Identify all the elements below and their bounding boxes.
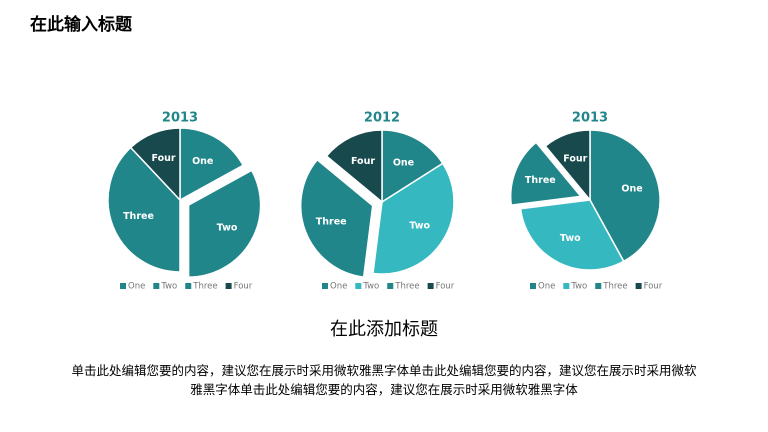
slice-label: Three (316, 217, 347, 228)
legend-swatch (595, 283, 602, 289)
legend-label: Four (234, 282, 253, 292)
slice-label: Two (560, 233, 581, 244)
slice-label: Four (351, 156, 375, 167)
slice-label: One (192, 156, 213, 167)
legend-swatch (322, 283, 328, 289)
pie-slice (107, 146, 181, 273)
slice-label: Four (152, 153, 176, 164)
legend-label: Two (362, 282, 379, 292)
pie-slice (381, 129, 444, 204)
pie-slice (179, 127, 245, 202)
legend-label: Three (394, 282, 419, 292)
pie-slice (589, 129, 661, 263)
body-text: 单击此处编辑您要的内容，建议您在展示时采用微软雅黑字体单击此处编辑您要的内容，建… (71, 363, 697, 397)
slide-title: 在此输入标题 (30, 15, 132, 35)
legend-swatch (387, 283, 394, 289)
legend-swatch (185, 283, 192, 289)
legend-label: Two (160, 282, 177, 292)
legend-swatch (530, 283, 536, 289)
pie-slice (299, 158, 374, 278)
legend-label: One (128, 282, 145, 292)
legend-swatch (355, 283, 362, 289)
legend-swatch (563, 283, 570, 289)
pie-slice (509, 141, 583, 206)
pie-slice (544, 129, 591, 203)
slice-label: One (621, 184, 642, 195)
pie-slice (519, 199, 625, 271)
legend-swatch (635, 283, 642, 289)
legend-swatch (120, 283, 126, 289)
slice-label: Two (217, 222, 238, 233)
legend-label: One (538, 282, 555, 292)
chart-title: 2012 (364, 111, 400, 126)
legend-label: Three (192, 282, 217, 292)
legend-swatch (427, 283, 434, 289)
legend-swatch (153, 283, 160, 289)
legend-label: Four (644, 282, 663, 292)
slice-label: Three (123, 211, 154, 222)
slice-label: Four (563, 154, 587, 165)
legend-label: Three (602, 282, 627, 292)
heading: 在此添加标题 (330, 319, 438, 340)
pie-slice (129, 127, 181, 202)
pie-slice (372, 162, 455, 275)
slice-label: One (393, 157, 414, 168)
slice-label: Three (525, 175, 556, 186)
chart-title: 2013 (162, 111, 198, 126)
chart-title: 2013 (572, 111, 608, 126)
legend-swatch (225, 283, 232, 289)
legend-label: One (330, 282, 347, 292)
pie-slice (325, 129, 383, 204)
legend-label: Two (570, 282, 587, 292)
legend-label: Four (436, 282, 455, 292)
slice-label: Two (409, 220, 430, 231)
pie-slice (187, 169, 262, 278)
